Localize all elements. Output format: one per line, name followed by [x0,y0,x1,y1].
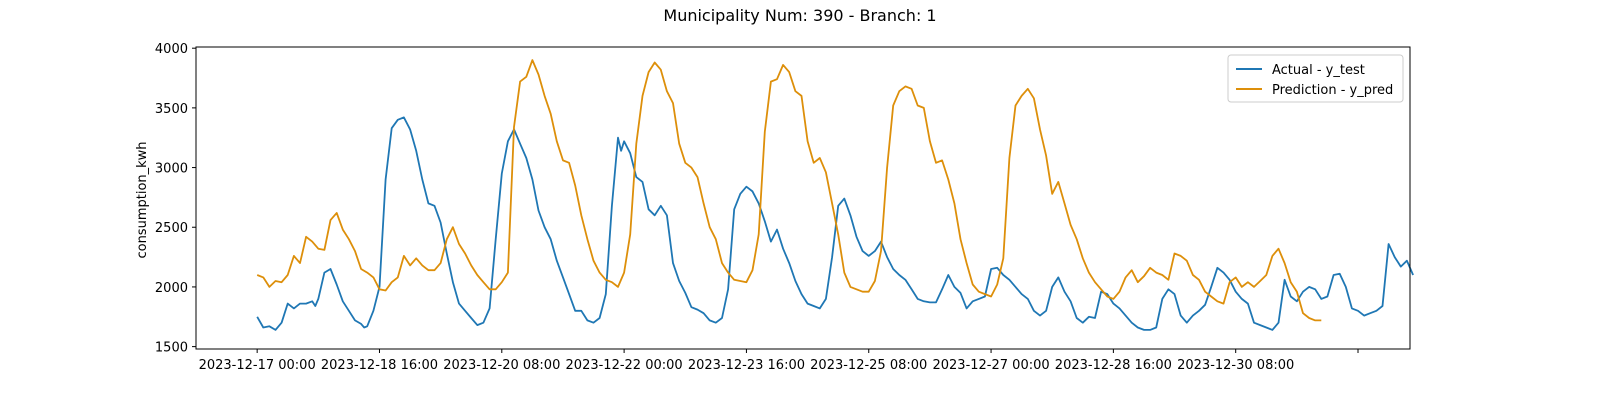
x-tick-label: 2023-12-18 16:00 [321,358,438,373]
y-axis: 1500 2000 2500 3000 3500 4000 [155,42,196,356]
y-tick-label: 2500 [155,221,188,236]
y-tick-label: 1500 [155,341,188,356]
y-axis-label: consumption_kwh [135,141,150,258]
plot-lines [256,59,1414,331]
x-tick-label: 2023-12-22 00:00 [566,358,683,373]
y-tick-label: 3500 [155,102,188,117]
legend: Actual - y_test Prediction - y_pred [1227,54,1404,103]
series-line-prediction [256,59,1322,322]
series-line-actual [256,116,1414,331]
legend-box [1227,54,1404,103]
x-tick-label: 2023-12-20 08:00 [443,358,560,373]
x-axis: 2023-12-17 00:00 2023-12-18 16:00 2023-12-… [199,349,1359,373]
chart-title: Municipality Num: 390 - Branch: 1 [663,6,936,25]
x-tick-label: 2023-12-30 08:00 [1177,358,1294,373]
legend-label: Prediction - y_pred [1272,83,1393,98]
x-tick-label: 2023-12-17 00:00 [199,358,316,373]
x-tick-label: 2023-12-23 16:00 [688,358,805,373]
x-tick-label: 2023-12-28 16:00 [1055,358,1172,373]
y-tick-label: 3000 [155,162,188,177]
plot-frame [195,46,1411,350]
x-tick-label: 2023-12-27 00:00 [932,358,1049,373]
legend-label: Actual - y_test [1272,63,1365,78]
y-tick-label: 4000 [155,42,188,57]
y-tick-label: 2000 [155,281,188,296]
x-tick-label: 2023-12-25 08:00 [810,358,927,373]
